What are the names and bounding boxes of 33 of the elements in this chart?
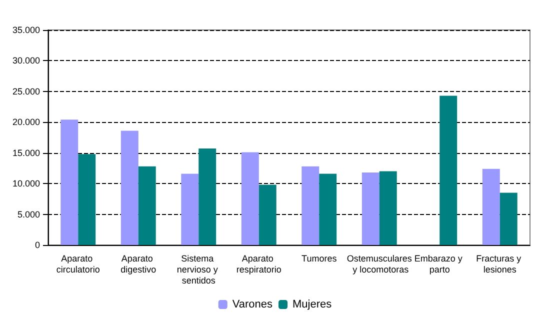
x-tick-label: Aparato respiratorio: [236, 254, 282, 274]
bar: [241, 152, 259, 245]
y-tick-label: 15.000: [12, 148, 40, 158]
bar: [302, 166, 320, 245]
bar: [138, 166, 156, 245]
y-tick-label: 30.000: [12, 56, 40, 66]
bar: [500, 192, 518, 245]
bar: [60, 120, 78, 245]
y-tick-label: 5.000: [17, 209, 40, 220]
x-tick-label: Aparato circulatorio: [56, 254, 100, 274]
y-tick-label: 25.000: [12, 86, 40, 96]
legend-label: Mujeres: [292, 298, 332, 310]
bar: [120, 130, 138, 245]
bar: [78, 154, 96, 245]
x-tick-label: Fracturas y lesiones: [476, 254, 524, 274]
y-tick-label: 35.000: [12, 25, 40, 35]
x-tick-label: Tumores: [302, 254, 338, 264]
y-tick-label: 10.000: [12, 178, 40, 189]
y-tick-label: 20.000: [12, 117, 40, 128]
x-tick-label: Aparato digestivo: [120, 254, 156, 274]
bar: [362, 172, 380, 245]
bar: [379, 171, 397, 245]
bar: [482, 168, 500, 245]
x-tick-label: Sistema nervioso y sentidos: [176, 254, 220, 286]
bar: [258, 184, 276, 245]
y-tick-label: 0: [34, 240, 40, 250]
bar: [440, 96, 458, 245]
bar: [198, 148, 216, 245]
bar: [181, 174, 199, 245]
x-tick-label: Embarazo y parto: [414, 254, 465, 274]
x-tick-label: Ostemusculares y locomotoras: [346, 254, 412, 274]
bar: [319, 174, 337, 245]
legend-label: Varones: [232, 298, 274, 310]
